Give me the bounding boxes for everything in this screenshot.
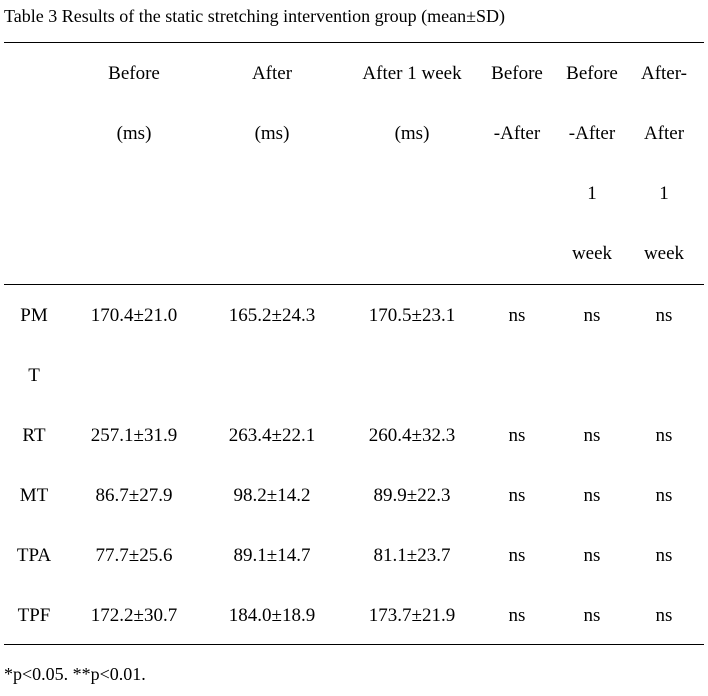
table-caption: Table 3 Results of the static stretching… bbox=[4, 6, 506, 26]
bottom-rule bbox=[4, 644, 704, 645]
column-header-line: (ms) bbox=[254, 123, 290, 144]
table-cell: 170.4±21.0 bbox=[90, 305, 178, 326]
table-cell: ns bbox=[655, 425, 673, 446]
table-cell: ns bbox=[655, 605, 673, 626]
table-cell: 89.9±22.3 bbox=[373, 485, 451, 506]
column-header-line: After bbox=[251, 63, 293, 84]
table-cell: ns bbox=[508, 545, 526, 566]
header-rule bbox=[4, 284, 704, 285]
table-cell: 98.2±14.2 bbox=[233, 485, 311, 506]
table-cell: 172.2±30.7 bbox=[90, 605, 178, 626]
table-cell: ns bbox=[583, 425, 601, 446]
table-cell: 260.4±32.3 bbox=[368, 425, 456, 446]
row-label: T bbox=[28, 365, 40, 386]
table-cell: 81.1±23.7 bbox=[373, 545, 451, 566]
top-rule bbox=[4, 42, 704, 43]
table-cell: ns bbox=[583, 485, 601, 506]
table-cell: ns bbox=[583, 545, 601, 566]
row-label: MT bbox=[19, 485, 49, 506]
table-cell: ns bbox=[655, 305, 673, 326]
row-label: TPA bbox=[16, 545, 52, 566]
column-header-line: (ms) bbox=[394, 123, 430, 144]
table-cell: ns bbox=[583, 605, 601, 626]
table-cell: ns bbox=[655, 485, 673, 506]
column-header-line: (ms) bbox=[116, 123, 152, 144]
column-header-line: -After bbox=[568, 123, 616, 144]
table-cell: 257.1±31.9 bbox=[90, 425, 178, 446]
table-cell: 165.2±24.3 bbox=[228, 305, 316, 326]
table-cell: ns bbox=[508, 485, 526, 506]
column-header-line: 1 bbox=[587, 183, 597, 204]
table-cell: 89.1±14.7 bbox=[233, 545, 311, 566]
table-cell: ns bbox=[655, 545, 673, 566]
row-label: TPF bbox=[17, 605, 51, 626]
column-header-line: Before bbox=[108, 63, 160, 84]
row-label: RT bbox=[22, 425, 46, 446]
table-cell: ns bbox=[508, 425, 526, 446]
column-header-line: After bbox=[643, 123, 685, 144]
footnote: *p<0.05. **p<0.01. bbox=[4, 664, 146, 684]
table-cell: 170.5±23.1 bbox=[368, 305, 456, 326]
column-header-line: Before bbox=[566, 63, 618, 84]
column-header-line: -After bbox=[493, 123, 541, 144]
table-cell: ns bbox=[508, 305, 526, 326]
table-cell: ns bbox=[583, 305, 601, 326]
column-header-line: week bbox=[643, 243, 685, 264]
table-cell: 77.7±25.6 bbox=[95, 545, 173, 566]
column-header-line: Before bbox=[491, 63, 543, 84]
column-header-line: week bbox=[571, 243, 613, 264]
column-header-line: 1 bbox=[659, 183, 669, 204]
table-cell: ns bbox=[508, 605, 526, 626]
table-cell: 86.7±27.9 bbox=[95, 485, 173, 506]
table-cell: 184.0±18.9 bbox=[228, 605, 316, 626]
column-header-line: After 1 week bbox=[362, 63, 462, 84]
column-header-line: After- bbox=[640, 63, 688, 84]
row-label: PM bbox=[20, 305, 48, 326]
table-cell: 173.7±21.9 bbox=[368, 605, 456, 626]
table-cell: 263.4±22.1 bbox=[228, 425, 316, 446]
